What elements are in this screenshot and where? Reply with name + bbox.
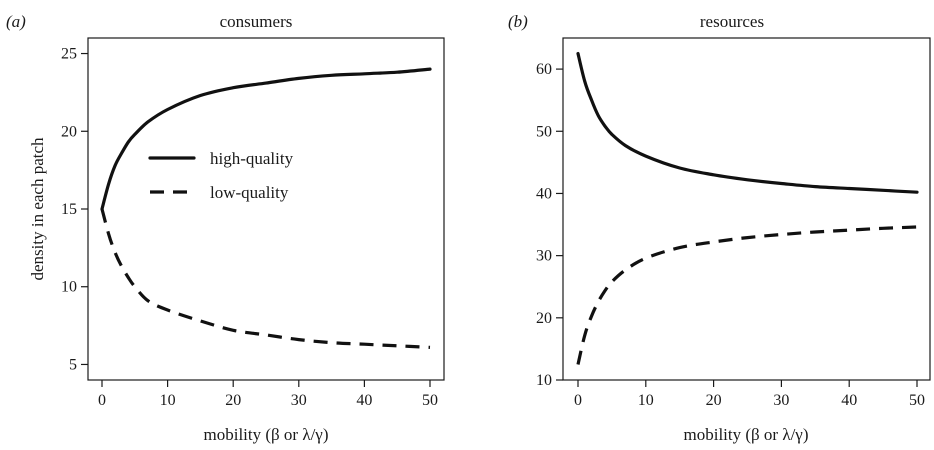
panel-b-xlabel: mobility (β or λ/γ) xyxy=(684,425,809,444)
panel-a-plot-frame xyxy=(87,37,445,381)
panel-a-x-tick-label: 20 xyxy=(225,392,241,409)
panel-b-series xyxy=(576,51,919,365)
panel-a-series xyxy=(100,67,432,349)
panel-b-x-ticks: 0 10 20 30 40 50 xyxy=(574,380,925,409)
panel-a-xlabel: mobility (β or λ/γ) xyxy=(204,425,329,444)
panel-b-y-ticks: 10 20 30 40 50 60 xyxy=(536,61,563,389)
panel-a-y-tick-label: 20 xyxy=(61,123,77,140)
panel-b-x-tick-label: 40 xyxy=(841,392,857,409)
panel-a-title: consumers xyxy=(220,12,293,31)
panel-a-series-high-quality xyxy=(100,67,432,211)
panel-a-ylabel: density in each patch xyxy=(28,137,47,281)
panel-a-x-tick-label: 50 xyxy=(422,392,438,409)
legend: high-quality low-quality xyxy=(148,149,294,202)
legend-label-high-quality: high-quality xyxy=(210,149,294,168)
legend-label-low-quality: low-quality xyxy=(210,183,289,202)
panel-a-x-tick-label: 40 xyxy=(356,392,372,409)
panel-b-x-tick-label: 0 xyxy=(574,392,582,409)
panel-a-label: (a) xyxy=(6,12,26,31)
panel-b-x-tick-label: 20 xyxy=(706,392,722,409)
panel-a-y-tick-label: 25 xyxy=(61,46,77,63)
panel-a-consumers: (a) consumers density in each patch mobi… xyxy=(6,12,445,444)
panel-b-resources: (b) resources mobility (β or λ/γ) 0 10 20 3… xyxy=(508,12,931,444)
panel-a-x-tick-label: 10 xyxy=(160,392,176,409)
panel-a-x-ticks: 0 10 20 30 40 50 xyxy=(98,380,438,409)
panel-a-x-tick-label: 0 xyxy=(98,392,106,409)
panel-b-title: resources xyxy=(700,12,764,31)
panel-b-series-low-quality xyxy=(576,225,918,365)
panel-a-y-tick-label: 10 xyxy=(61,279,77,296)
panel-a-y-ticks: 5 10 15 20 25 xyxy=(61,46,88,373)
panel-b-y-tick-label: 40 xyxy=(536,185,552,202)
panel-b-x-tick-label: 30 xyxy=(773,392,789,409)
panel-a-y-tick-label: 5 xyxy=(69,356,77,373)
panel-a-x-tick-label: 30 xyxy=(291,392,307,409)
panel-b-series-high-quality xyxy=(576,51,919,194)
panel-b-y-tick-label: 30 xyxy=(536,248,552,265)
panel-b-plot-frame xyxy=(562,37,931,381)
panel-a-y-tick-label: 15 xyxy=(61,201,77,218)
panel-b-y-tick-label: 60 xyxy=(536,61,552,78)
panel-b-y-tick-label: 10 xyxy=(536,372,552,389)
panel-a-series-low-quality xyxy=(100,208,431,349)
panel-b-x-tick-label: 50 xyxy=(909,392,925,409)
panel-b-y-tick-label: 50 xyxy=(536,123,552,140)
panel-b-label: (b) xyxy=(508,12,528,31)
panel-b-y-tick-label: 20 xyxy=(536,310,552,327)
panel-b-x-tick-label: 10 xyxy=(638,392,654,409)
